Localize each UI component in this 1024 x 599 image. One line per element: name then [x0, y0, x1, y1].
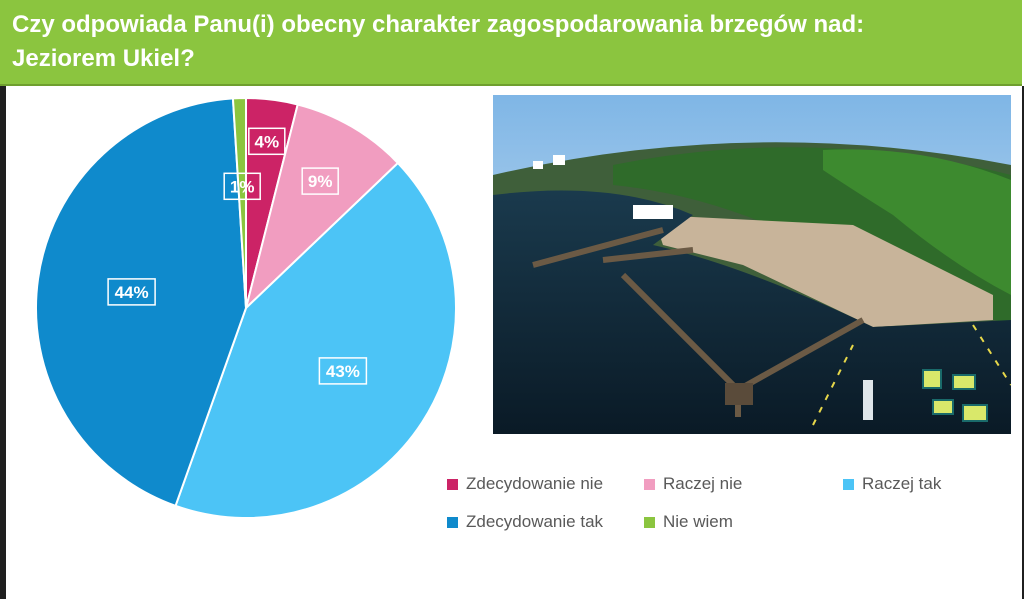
pie-slice-nie-wiem [231, 96, 247, 309]
data-label-zdecydowanie-nie: 4% [248, 127, 286, 156]
data-label-text: 4% [255, 132, 280, 151]
legend-swatch [843, 478, 854, 490]
data-label-zdecydowanie-tak: 44% [107, 278, 156, 306]
data-label-raczej-nie: 9% [301, 167, 339, 195]
title-line-1: Czy odpowiada Panu(i) obecny charakter z… [12, 11, 865, 38]
aerial-photo [493, 95, 1011, 434]
pie-slice-zdecydowanie-tak [35, 97, 248, 508]
data-label-box [248, 127, 286, 156]
frame-right-border [1022, 86, 1024, 599]
legend-item-raczej-nie: Raczej nie [644, 474, 742, 494]
title-line-2: Jeziorem Ukiel? [12, 45, 195, 72]
pie-slice-raczej-tak [174, 161, 457, 520]
legend-label: Raczej nie [663, 474, 743, 493]
data-label-raczej-tak: 43% [318, 357, 368, 385]
data-label-text: 1% [230, 177, 255, 196]
legend-swatch [644, 478, 655, 490]
data-label-text: 43% [326, 362, 360, 381]
pie-slice-raczej-nie [244, 103, 400, 312]
legend-label: Nie wiem [663, 512, 733, 531]
page-title: Czy odpowiada Panu(i) obecny charakter z… [12, 8, 1012, 76]
data-label-text: 9% [308, 172, 333, 191]
data-label-nie-wiem: 1% [223, 172, 261, 201]
frame-left-border [0, 86, 6, 599]
lake-photo-illustration [493, 95, 1011, 434]
data-label-box [223, 172, 261, 201]
data-label-box [318, 357, 368, 385]
data-label-box [107, 278, 156, 306]
legend-label: Raczej tak [862, 474, 942, 493]
data-label-text: 44% [115, 283, 149, 302]
title-bar: Czy odpowiada Panu(i) obecny charakter z… [0, 0, 1022, 86]
data-label-box [301, 167, 339, 195]
pie-chart: 4% 9% 43% 44% 1% [35, 96, 457, 520]
legend-item-nie-wiem: Nie wiem [644, 512, 733, 532]
legend-swatch [644, 516, 655, 528]
legend-item-raczej-tak: Raczej tak [843, 474, 941, 494]
